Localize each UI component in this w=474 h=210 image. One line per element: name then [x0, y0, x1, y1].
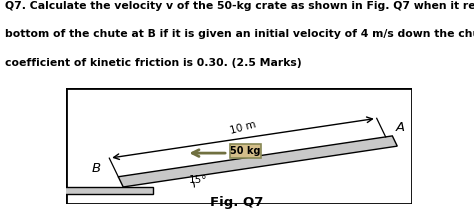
- Text: 50 kg: 50 kg: [230, 146, 261, 156]
- Text: coefficient of kinetic friction is 0.30. (2.5 Marks): coefficient of kinetic friction is 0.30.…: [5, 58, 301, 68]
- Text: Q7. Calculate the velocity v of the 50-kg crate as shown in Fig. Q7 when it reac: Q7. Calculate the velocity v of the 50-k…: [5, 1, 474, 11]
- Text: 15°: 15°: [189, 175, 208, 185]
- Text: Fig. Q7: Fig. Q7: [210, 196, 264, 209]
- Bar: [230, 144, 261, 158]
- Polygon shape: [59, 187, 153, 194]
- Text: bottom of the chute at B if it is given an initial velocity of 4 m/s down the ch: bottom of the chute at B if it is given …: [5, 29, 474, 39]
- Text: A: A: [396, 121, 405, 134]
- Text: 10 m: 10 m: [229, 119, 257, 136]
- Polygon shape: [118, 136, 397, 187]
- Text: B: B: [92, 162, 101, 175]
